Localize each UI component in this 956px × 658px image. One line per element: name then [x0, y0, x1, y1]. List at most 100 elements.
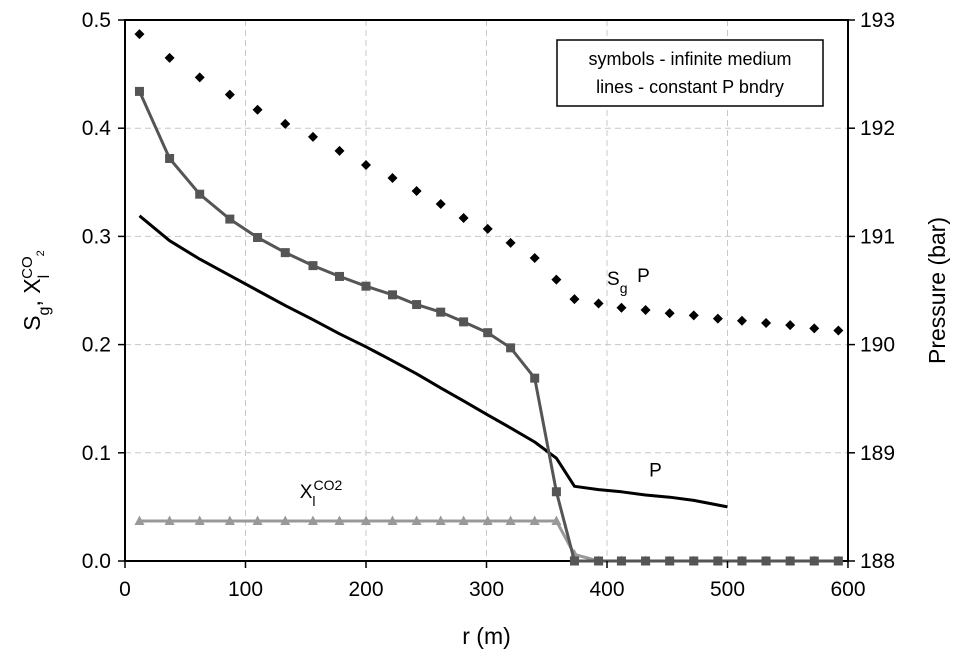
y-left-title-supsub: 2 [35, 250, 47, 256]
point-p_sym [664, 308, 675, 319]
y-right-tick-label: 189 [860, 442, 895, 465]
tick-labels: 0 100 200 300 400 500 600 0.0 0.1 0.2 0.3 0.4 0.5 188… [82, 9, 895, 601]
point-p_sym [307, 131, 318, 142]
point-sg [833, 556, 843, 566]
y-left-title-sub1: g [36, 307, 53, 316]
point-sg [280, 248, 290, 258]
point-xl [361, 515, 371, 525]
y-left-tick-label: 0.0 [82, 550, 111, 573]
y-left-title-sub2: l [36, 275, 53, 279]
point-p_sym [164, 52, 175, 63]
point-xl [529, 515, 540, 525]
point-sg [388, 290, 398, 300]
point-p_sym [224, 89, 235, 100]
point-sg [334, 271, 344, 281]
point-sg [361, 281, 371, 291]
point-xl [194, 515, 205, 525]
point-p_sym [551, 274, 562, 285]
point-xl [458, 515, 469, 525]
y-left-tick-label: 0.1 [82, 442, 111, 465]
point-xl [224, 515, 235, 525]
series-line-p_line [138, 214, 728, 509]
ticks [118, 19, 855, 568]
point-p_sym [809, 323, 820, 334]
point-sg [641, 556, 651, 566]
point-sg [785, 556, 795, 566]
point-p_sym [569, 294, 580, 305]
y-left-tick-label: 0.5 [82, 9, 111, 32]
point-sg [616, 556, 626, 566]
point-sg [225, 214, 235, 224]
point-sg [809, 556, 819, 566]
series-xl [134, 515, 844, 565]
point-xl [164, 515, 175, 525]
series-sg [134, 86, 843, 566]
series-line-xl [139, 519, 839, 563]
annotation-xl-sub: l [312, 493, 315, 509]
x-tick-label: 0 [119, 578, 131, 601]
point-sg [459, 317, 469, 327]
point-sg [253, 232, 263, 242]
series-line-sg [138, 90, 839, 563]
point-sg [308, 261, 318, 271]
point-sg [436, 307, 446, 317]
series-layer [134, 29, 844, 566]
y-right-tick-label: 193 [860, 9, 895, 32]
point-sg [569, 556, 579, 566]
point-xl [482, 515, 493, 525]
series-p_sym [134, 29, 844, 336]
grid [125, 20, 848, 561]
y-left-tick-label: 0.2 [82, 334, 111, 357]
x-tick-label: 200 [348, 578, 383, 601]
point-xl [505, 515, 516, 525]
y-right-tick-label: 191 [860, 225, 895, 248]
y-left-axis-title: Sg, XlCO2 [19, 250, 53, 331]
point-xl [134, 515, 145, 525]
point-sg [412, 300, 422, 310]
x-axis-title: r (m) [462, 623, 511, 649]
point-p_sym [458, 213, 469, 224]
annotation-xl-sup: CO2 [314, 477, 343, 493]
legend-box [556, 39, 824, 107]
point-p_sym [785, 320, 796, 331]
point-xl [411, 515, 422, 525]
point-xl [551, 515, 562, 525]
point-sg [134, 86, 144, 96]
y-left-tick-label: 0.3 [82, 225, 111, 248]
point-p_sym [482, 223, 493, 234]
point-sg [506, 343, 516, 353]
point-sg [165, 153, 175, 163]
x-tick-label: 500 [710, 578, 745, 601]
x-tick-label: 400 [589, 578, 624, 601]
point-p_sym [194, 72, 205, 83]
y-right-axis-title: Pressure (bar) [924, 217, 950, 364]
point-p_sym [640, 304, 651, 315]
legend: symbols - infinite medium lines - consta… [556, 39, 824, 107]
point-p_sym [134, 29, 145, 40]
y-right-tick-label: 190 [860, 334, 895, 357]
legend-line-lines: lines - constant P bndry [596, 77, 784, 97]
point-p_sym [761, 317, 772, 328]
point-p_sym [387, 172, 398, 183]
annotation-sg-main: S [607, 269, 620, 290]
annotation-sg: Sg [607, 269, 627, 296]
point-sg [551, 487, 561, 497]
point-p_sym [593, 298, 604, 309]
annotation-xl: XlCO2 [300, 477, 343, 509]
point-p_sym [688, 310, 699, 321]
legend-line-symbols: symbols - infinite medium [588, 49, 791, 69]
point-p_sym [435, 198, 446, 209]
point-sg [689, 556, 699, 566]
point-p_sym [712, 313, 723, 324]
point-xl [280, 515, 291, 525]
point-p_sym [833, 325, 844, 336]
annotation-p-symbols: P [637, 266, 650, 287]
point-xl [387, 515, 398, 525]
y-left-tick-label: 0.4 [82, 117, 112, 140]
point-sg [483, 328, 493, 338]
annotations: Sg P P XlCO2 [300, 266, 662, 509]
point-sg [713, 556, 723, 566]
point-p_sym [334, 145, 345, 156]
point-p_sym [529, 253, 540, 264]
